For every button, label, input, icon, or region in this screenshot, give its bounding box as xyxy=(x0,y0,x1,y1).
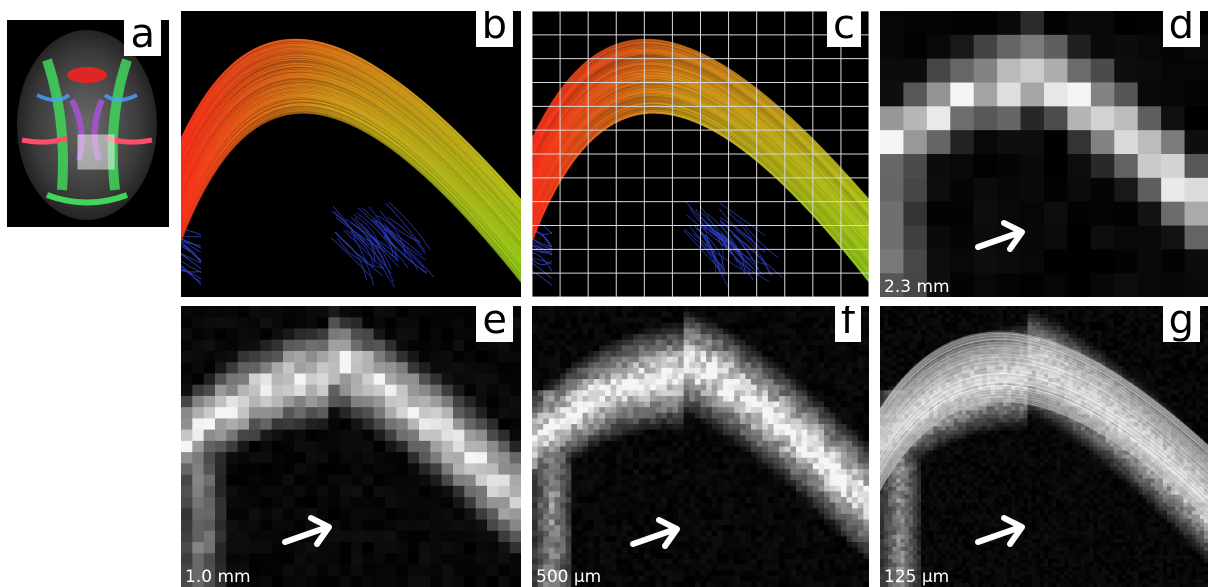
pixelated-image-fine xyxy=(532,306,869,587)
panel-e: e 1.0 mm xyxy=(181,306,521,587)
tractography-fibers xyxy=(181,38,521,288)
panel-label-g: g xyxy=(1162,306,1200,342)
panel-label-a: a xyxy=(124,20,161,56)
panel-c: c xyxy=(532,11,869,297)
scale-label-f: 500 µm xyxy=(536,567,602,587)
panel-label-c: c xyxy=(827,11,861,47)
right-arrow-icon xyxy=(282,515,332,547)
panel-a: a xyxy=(7,20,169,227)
pixelated-image-coarse xyxy=(880,11,1208,297)
pixelated-image-medium xyxy=(181,306,521,587)
brain-axial-image xyxy=(17,30,157,220)
scale-label-d: 2.3 mm xyxy=(884,277,950,297)
right-arrow-icon xyxy=(630,517,680,549)
panel-f: f 500 µm xyxy=(532,306,869,587)
panel-g: g 125 µm xyxy=(880,306,1208,587)
panel-label-f: f xyxy=(834,306,861,342)
panel-label-b: b xyxy=(475,11,513,47)
right-arrow-icon xyxy=(975,220,1025,252)
microscopy-image xyxy=(880,306,1208,587)
scale-label-e: 1.0 mm xyxy=(185,567,251,587)
panel-d: d 2.3 mm xyxy=(880,11,1208,297)
panel-label-d: d xyxy=(1162,11,1200,47)
right-arrow-icon xyxy=(975,515,1025,547)
scale-label-g: 125 µm xyxy=(884,567,950,587)
panel-b: b xyxy=(181,11,521,297)
tractography-fibers-grid xyxy=(532,11,869,297)
panel-label-e: e xyxy=(476,306,513,342)
